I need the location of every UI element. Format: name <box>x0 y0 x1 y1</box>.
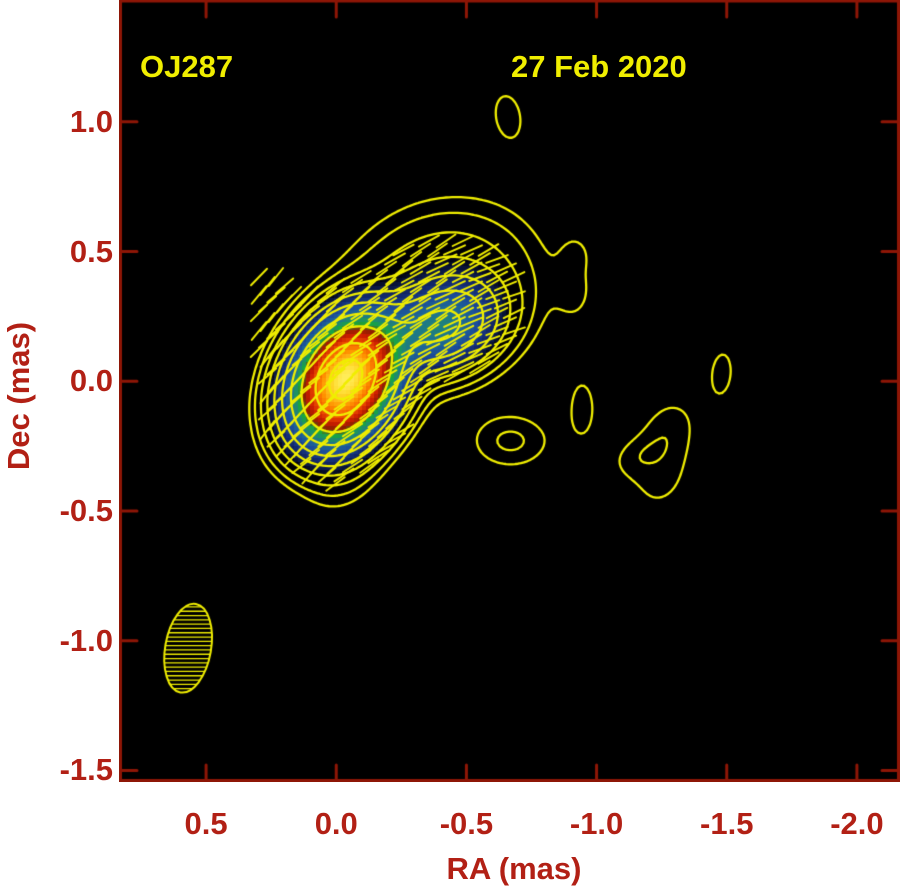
y-tick-label: -1.0 <box>59 622 113 658</box>
x-tick-label: -1.0 <box>569 806 624 841</box>
y-tick-label: -0.5 <box>59 492 113 528</box>
y-tick-label: -1.5 <box>59 752 113 788</box>
y-tick-label: 1.0 <box>69 103 113 139</box>
x-axis-label: RA (mas) <box>446 851 582 886</box>
x-tick-label: -1.5 <box>700 806 754 841</box>
plot-area: OJ287 27 Feb 2020 <box>119 0 900 782</box>
y-tick-label: 0.5 <box>69 233 113 269</box>
x-tick-label: 0.5 <box>184 806 228 841</box>
x-tick-label: 0.0 <box>314 806 358 841</box>
observation-date-label: 27 Feb 2020 <box>511 49 687 84</box>
y-axis-label: Dec (mas) <box>1 321 36 471</box>
source-name-label: OJ287 <box>140 49 234 84</box>
plot-canvas <box>119 0 900 782</box>
x-tick-label: -0.5 <box>439 806 494 841</box>
y-tick-label: 0.0 <box>69 363 113 399</box>
x-tick-label: -2.0 <box>830 806 884 841</box>
